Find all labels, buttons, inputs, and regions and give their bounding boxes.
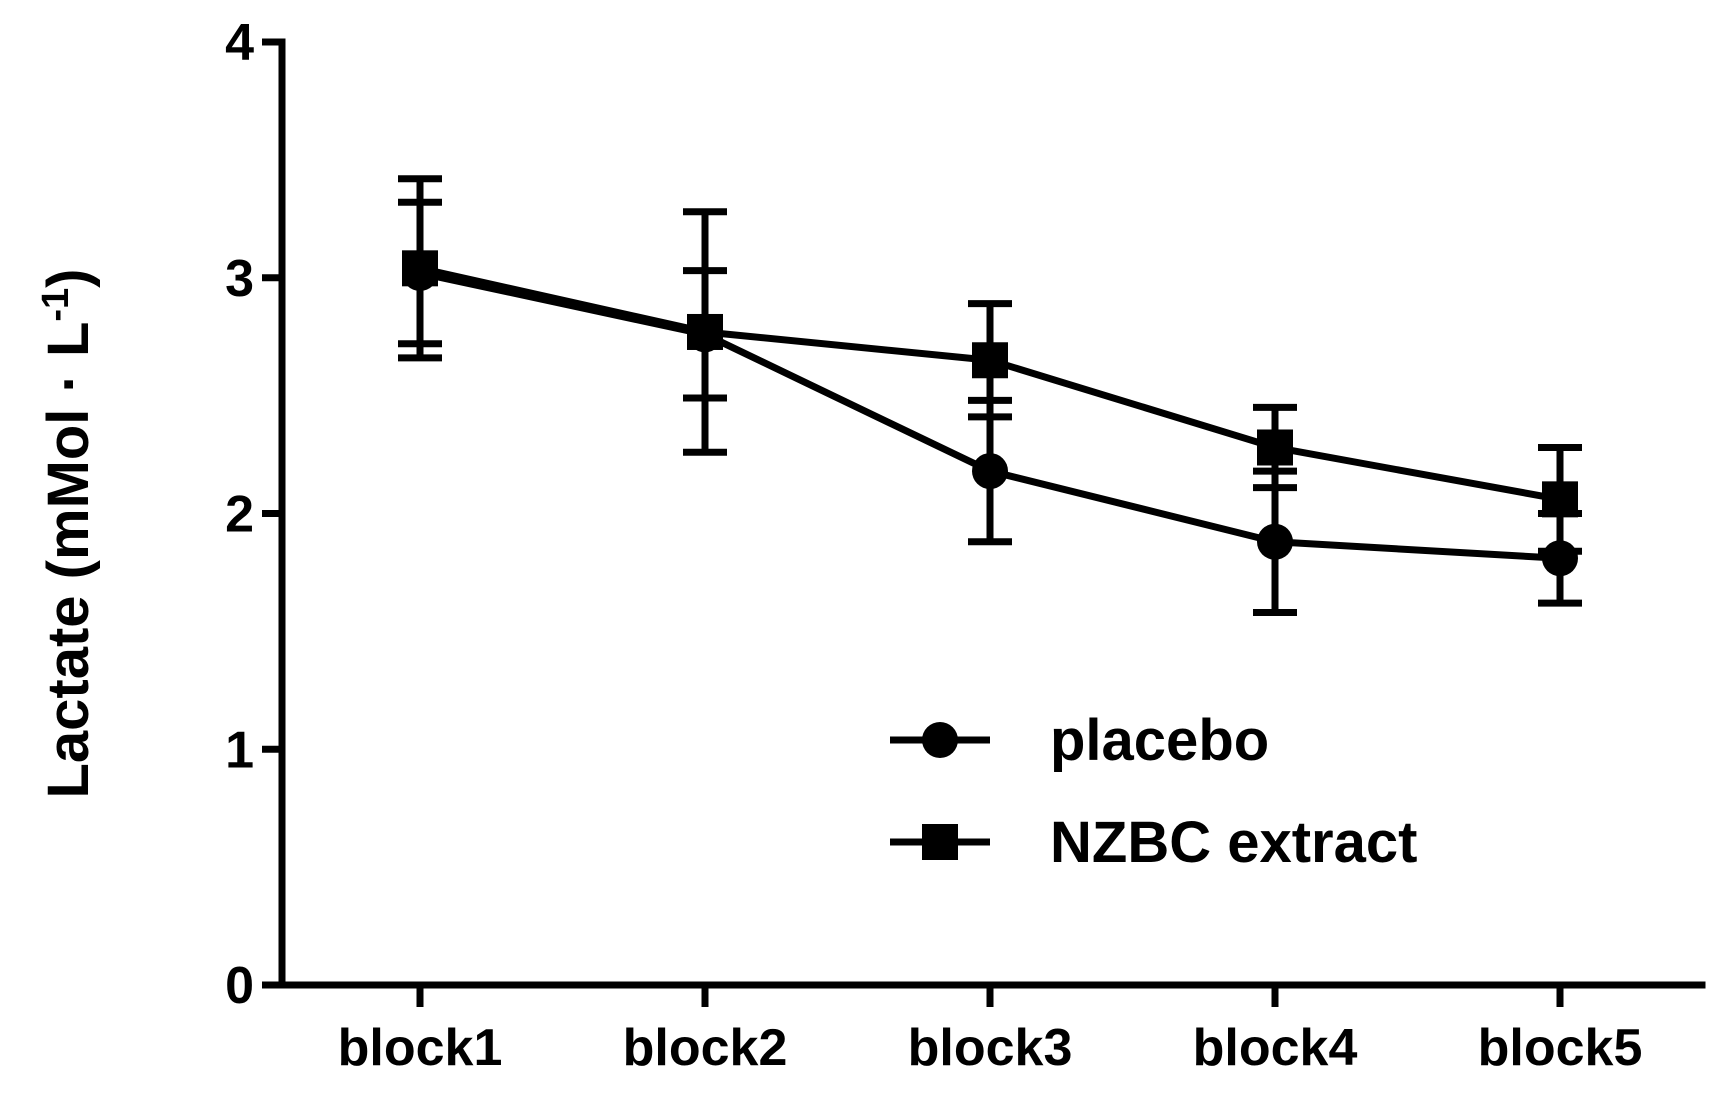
data-point (972, 453, 1008, 490)
data-point (972, 342, 1008, 379)
y-axis-title-superscript: -1 (35, 288, 77, 322)
legend-label: placebo (1050, 708, 1269, 773)
y-axis-title: Lactate (mMol · L-1) (35, 268, 101, 798)
y-axis-title-main: Lactate (mMol · L (36, 322, 101, 799)
y-tick-label: 0 (225, 957, 254, 1015)
y-tick-label: 2 (225, 486, 254, 544)
data-point (1257, 523, 1293, 560)
data-point (1542, 481, 1578, 518)
y-tick-label: 1 (225, 721, 254, 779)
x-ticks: block1 block2 block3 block4 block5 (338, 985, 1643, 1077)
y-tick-label: 3 (225, 250, 254, 308)
data-point (687, 313, 723, 350)
y-tick-label: 4 (225, 14, 254, 72)
x-tick-label: block5 (1478, 1019, 1643, 1077)
x-tick-label: block4 (1193, 1019, 1358, 1077)
legend-item: placebo (890, 708, 1269, 773)
legend-swatch-marker (922, 824, 958, 860)
legend-swatch-marker (922, 722, 958, 758)
x-tick-label: block1 (338, 1019, 503, 1077)
data-point (1257, 429, 1293, 466)
x-tick-label: block2 (623, 1019, 788, 1077)
y-ticks: 0 1 2 3 4 (225, 14, 282, 1015)
series-layer (398, 175, 1582, 617)
legend-item: NZBC extract (890, 810, 1417, 875)
legend-label: NZBC extract (1050, 810, 1417, 875)
data-point (402, 250, 438, 287)
legend: placebo NZBC extract (890, 708, 1417, 875)
series-square (398, 175, 1582, 555)
x-tick-label: block3 (908, 1019, 1073, 1077)
y-axis-title-suffix: ) (36, 268, 101, 287)
